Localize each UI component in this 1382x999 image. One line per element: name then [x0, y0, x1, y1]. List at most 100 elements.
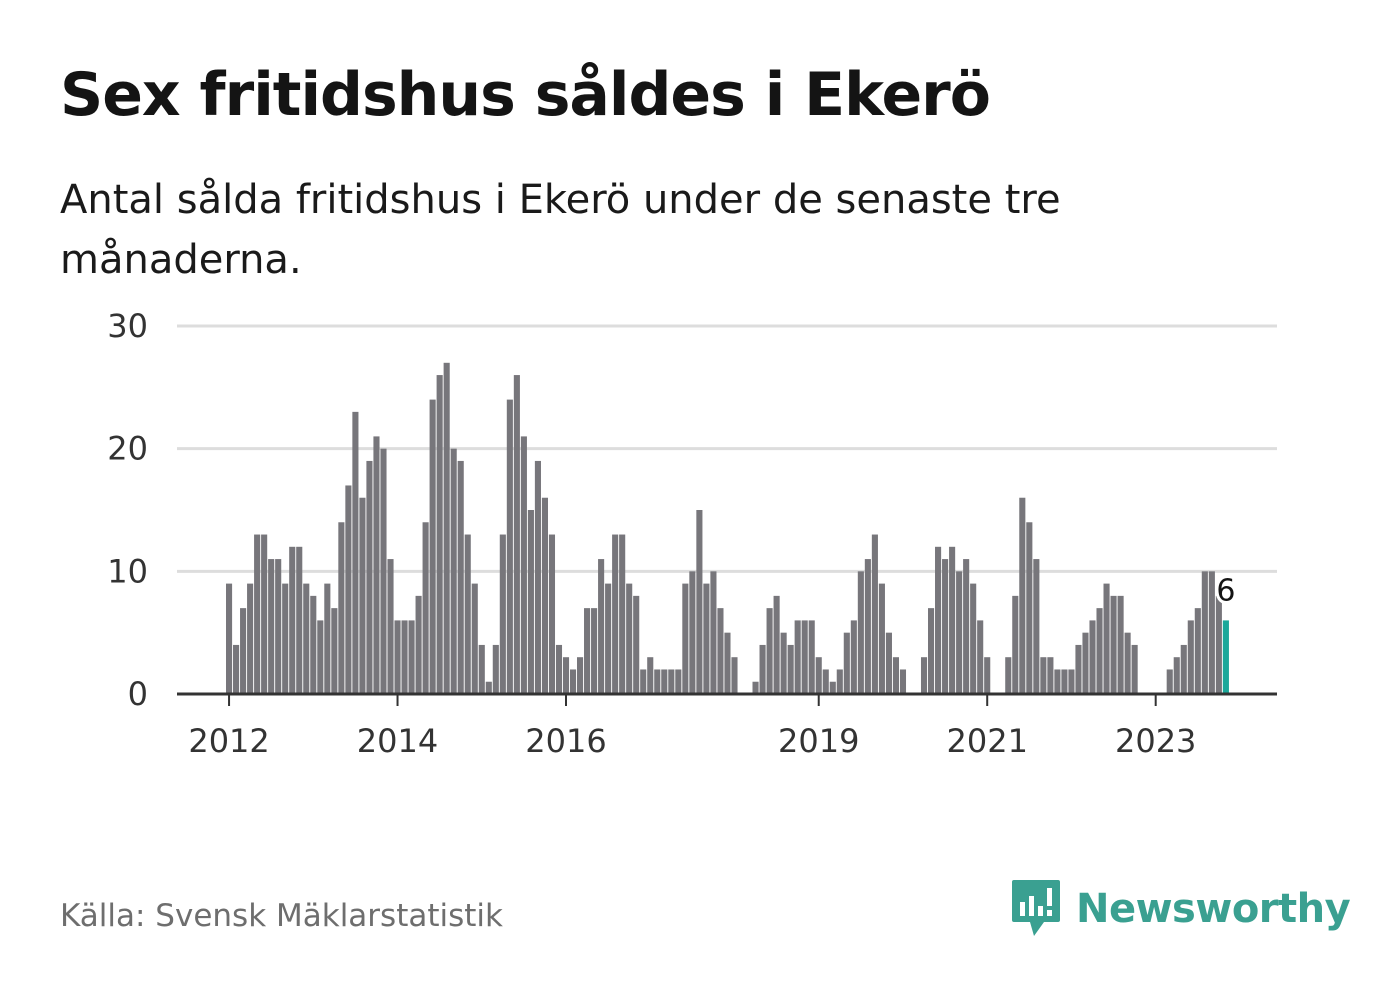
bar [885, 632, 892, 694]
bar [1005, 657, 1012, 694]
bar [577, 657, 584, 694]
bar [752, 681, 759, 694]
bar [942, 559, 949, 694]
bar [1110, 595, 1117, 694]
bar [464, 534, 471, 694]
bar [1019, 497, 1026, 694]
bar [275, 559, 282, 694]
brand-logo: Newsworthy [1010, 878, 1351, 940]
source-note: Källa: Svensk Mäklarstatistik [60, 898, 503, 934]
bar [612, 534, 619, 694]
bar [1131, 644, 1138, 694]
bar [422, 522, 429, 694]
bar [626, 583, 633, 694]
bar [1068, 669, 1075, 694]
bar [485, 681, 492, 694]
bar [731, 657, 738, 694]
bar [401, 620, 408, 694]
bar [1166, 669, 1173, 694]
bar [303, 583, 310, 694]
bar [1054, 669, 1061, 694]
bar [977, 620, 984, 694]
x-tick-label: 2016 [525, 722, 606, 760]
bar [366, 460, 373, 694]
bar [984, 657, 991, 694]
bar [654, 669, 661, 694]
bar [801, 620, 808, 694]
bar [766, 608, 773, 694]
x-tick-label: 2021 [946, 722, 1027, 760]
bar [429, 399, 436, 694]
bar [436, 375, 443, 694]
bar [1082, 632, 1089, 694]
bar [387, 559, 394, 694]
bar [836, 669, 843, 694]
bar [254, 534, 261, 694]
bar [478, 644, 485, 694]
bar [892, 657, 899, 694]
bar [864, 559, 871, 694]
bar [584, 608, 591, 694]
bar [1012, 595, 1019, 694]
bar [352, 411, 359, 694]
bar [1075, 644, 1082, 694]
y-tick-label: 0 [128, 675, 148, 713]
bar [1033, 559, 1040, 694]
bar [1194, 608, 1201, 694]
bar [261, 534, 268, 694]
bar [647, 657, 654, 694]
bar [605, 583, 612, 694]
bar [289, 546, 296, 694]
bar [815, 657, 822, 694]
bar [1103, 583, 1110, 694]
bar [324, 583, 331, 694]
bar [591, 608, 598, 694]
bar [682, 583, 689, 694]
bar [1061, 669, 1068, 694]
bar [359, 497, 366, 694]
bar [408, 620, 415, 694]
bar [569, 669, 577, 694]
bar [226, 583, 233, 694]
bar [935, 546, 942, 694]
bar [857, 571, 864, 694]
bar-chart: 0 10 20 30 2012 2014 2016 2019 2021 2023 6 [107, 307, 1277, 760]
bar [899, 669, 907, 694]
bar [338, 522, 345, 694]
bar [520, 436, 527, 694]
bar [633, 595, 640, 694]
bar [555, 644, 563, 694]
bar [331, 608, 338, 694]
bar [296, 546, 303, 694]
bar [689, 571, 696, 694]
bar [1047, 657, 1054, 694]
bar [787, 644, 794, 694]
bar [696, 510, 703, 694]
bar [920, 657, 928, 694]
bar [443, 362, 450, 694]
x-tick-label: 2019 [778, 722, 859, 760]
bar [956, 571, 963, 694]
last-value-label: 6 [1216, 573, 1235, 608]
bar [1124, 632, 1131, 694]
bar [534, 460, 541, 694]
bar [1180, 644, 1187, 694]
bar [717, 608, 724, 694]
bar [450, 448, 457, 694]
y-tick-label: 10 [107, 552, 148, 590]
bar [963, 559, 970, 694]
chart-subtitle: Antal sålda fritidshus i Ekerö under de … [60, 177, 1061, 283]
bar [415, 595, 422, 694]
x-tick-label: 2014 [357, 722, 438, 760]
bar [843, 632, 850, 694]
bar [675, 669, 682, 694]
bar [471, 583, 478, 694]
bar [1117, 595, 1124, 694]
bar [1201, 571, 1208, 694]
bar [759, 644, 766, 694]
bar [345, 485, 352, 694]
bar [949, 546, 956, 694]
bar [822, 669, 829, 694]
y-tick-label: 30 [107, 307, 148, 345]
chart-title: Sex fritidshus såldes i Ekerö [60, 60, 991, 130]
